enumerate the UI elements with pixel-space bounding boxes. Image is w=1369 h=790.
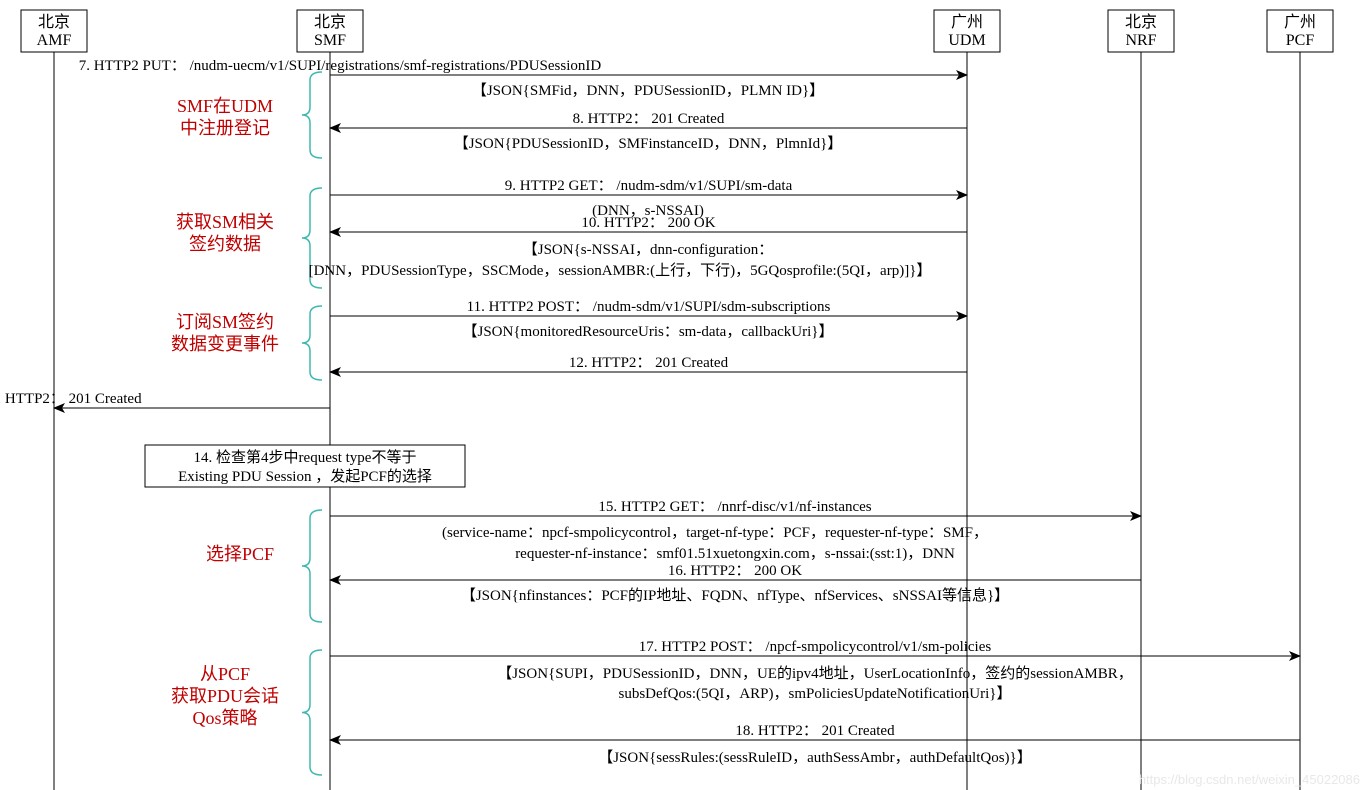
msg-label-14: 15. HTTP2 GET： /nnrf-disc/v1/nf-instance… (598, 499, 871, 515)
annotation-0-line-0: SMF在UDM (177, 96, 273, 116)
annotation-4-line-0: 从PCF (200, 664, 250, 684)
lifeline-name-pcf: PCF (1286, 32, 1315, 49)
msg-label-9: 11. HTTP2 POST： /nudm-sdm/v1/SUPI/sdm-su… (467, 299, 831, 315)
note-line-0: 14. 检查第4步中request type不等于 (194, 448, 417, 466)
bracket-3 (302, 510, 322, 622)
lifeline-name-smf: SMF (314, 32, 346, 49)
annotation-4-line-2: Qos策略 (192, 708, 257, 728)
msg-detail-15: (service-name：npcf-smpolicycontrol，targe… (442, 525, 988, 541)
watermark: https://blog.csdn.net/weixin_45022086 (1139, 772, 1360, 787)
annotation-0-line-1: 中注册登记 (180, 118, 270, 138)
lifeline-loc-smf: 北京 (314, 13, 346, 31)
annotation-1-line-1: 签约数据 (189, 234, 261, 254)
msg-label-12: 13. HTTP2： 201 Created (0, 391, 142, 407)
lifeline-loc-nrf: 北京 (1125, 13, 1157, 31)
msg-detail-21: subsDefQos:(5QI，ARP)，smPoliciesUpdateNot… (619, 685, 1012, 702)
msg-label-4: 9. HTTP2 GET： /nudm-sdm/v1/SUPI/sm-data (505, 178, 793, 194)
bracket-2 (302, 306, 322, 380)
msg-detail-23: 【JSON{sessRules:(sessRuleID，authSessAmbr… (598, 749, 1032, 766)
msg-label-0: 7. HTTP2 PUT： /nudm-uecm/v1/SUPI/registr… (79, 58, 602, 74)
msg-label-17: 16. HTTP2： 200 OK (668, 563, 802, 579)
lifeline-loc-pcf: 广州 (1284, 13, 1316, 31)
msg-detail-20: 【JSON{SUPI，PDUSessionID，DNN，UE的ipv4地址，Us… (497, 665, 1133, 682)
msg-label-2: 8. HTTP2： 201 Created (573, 111, 725, 127)
msg-detail-16: requester-nf-instance：smf01.51xuetongxin… (515, 546, 955, 562)
msg-detail-10: 【JSON{monitoredResourceUris：sm-data，call… (463, 323, 834, 340)
annotation-1-line-0: 获取SM相关 (176, 212, 274, 232)
lifeline-name-udm: UDM (948, 32, 985, 49)
annotation-2-line-0: 订阅SM签约 (176, 312, 274, 332)
sequence-diagram: 北京AMF北京SMF广州UDM北京NRF广州PCFSMF在UDM中注册登记获取S… (0, 0, 1369, 790)
msg-detail-8: [DNN，PDUSessionType，SSCMode，sessionAMBR:… (309, 262, 932, 279)
bracket-4 (302, 650, 322, 775)
msg-detail-7: 【JSON{s-NSSAI，dnn-configuration： (523, 241, 774, 258)
msg-detail-1: 【JSON{SMFid，DNN，PDUSessionID，PLMN ID}】 (472, 82, 824, 99)
bracket-0 (302, 72, 322, 158)
lifeline-loc-amf: 北京 (38, 13, 70, 31)
msg-label-11: 12. HTTP2： 201 Created (569, 355, 729, 371)
annotation-3-line-0: 选择PCF (206, 544, 274, 564)
lifeline-loc-udm: 广州 (951, 13, 983, 31)
lifeline-name-nrf: NRF (1125, 32, 1156, 49)
msg-label-19: 17. HTTP2 POST： /npcf-smpolicycontrol/v1… (639, 639, 992, 655)
annotation-2-line-1: 数据变更事件 (171, 334, 279, 354)
msg-detail-3: 【JSON{PDUSessionID，SMFinstanceID，DNN，Plm… (454, 135, 843, 152)
msg-label-6: 10. HTTP2： 200 OK (581, 215, 715, 231)
note-line-1: Existing PDU Session ，发起PCF的选择 (178, 468, 432, 485)
msg-label-22: 18. HTTP2： 201 Created (735, 723, 895, 739)
msg-detail-18: 【JSON{nfinstances：PCF的IP地址、FQDN、nfType、n… (461, 586, 1009, 604)
lifeline-name-amf: AMF (37, 32, 72, 49)
annotation-4-line-1: 获取PDU会话 (171, 686, 279, 706)
